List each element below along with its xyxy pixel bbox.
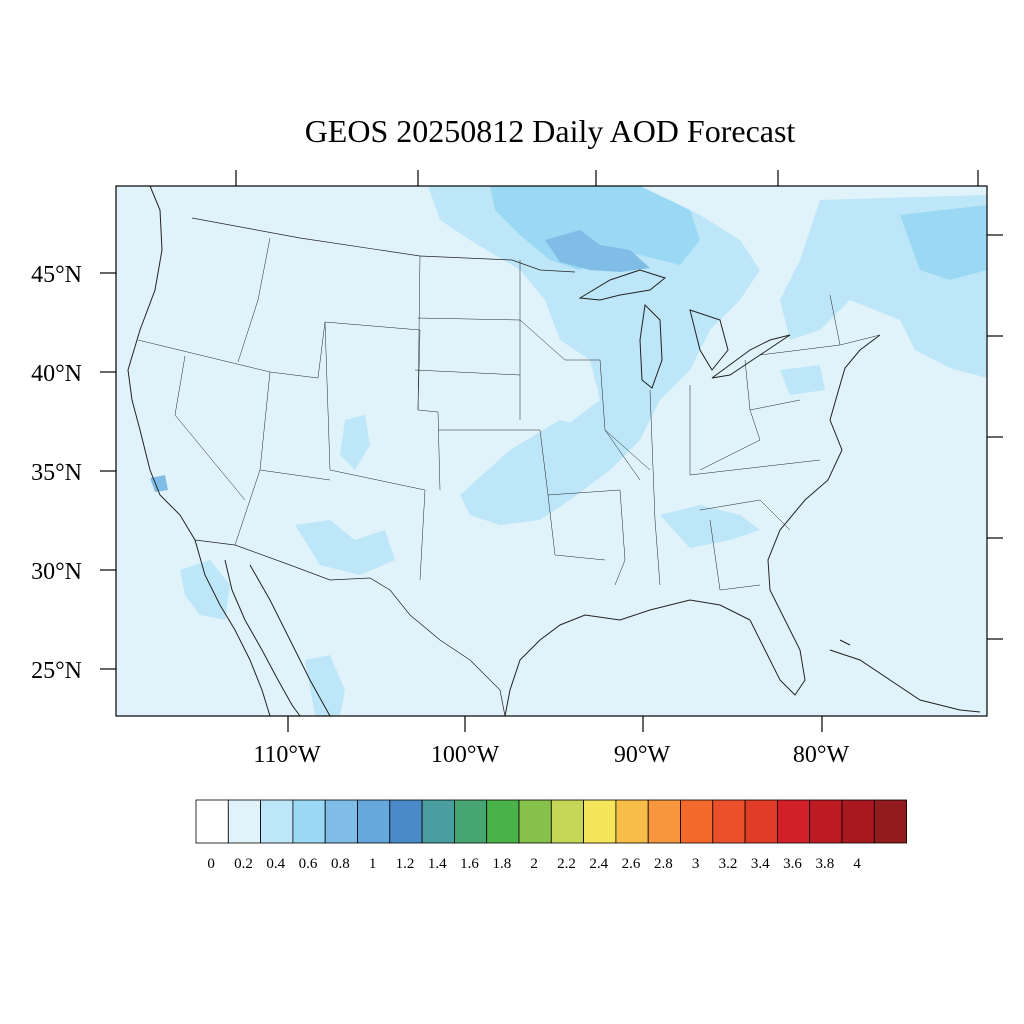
colorbar-swatch	[809, 799, 843, 844]
state-lines	[137, 237, 881, 591]
aod-patch-pennsylvania	[780, 365, 825, 395]
map-ticks	[100, 170, 1003, 732]
lake-huron	[689, 309, 729, 371]
colorbar-tick-label: 1.4	[428, 856, 447, 872]
lake-michigan	[639, 303, 663, 389]
lake-erie-ontario	[711, 334, 791, 379]
mexico-border	[194, 539, 506, 717]
colorbar-swatch	[453, 799, 488, 844]
colorbar-tick-label: 3	[692, 856, 700, 872]
aod-patch-colorado	[340, 415, 370, 470]
colorbar-tick-label: 3.2	[719, 856, 738, 872]
coastlines-and-borders	[127, 185, 981, 717]
longitude-labels: 110°W 100°W 90°W 80°W	[253, 742, 849, 768]
gulf-coastline	[504, 599, 751, 717]
colorbar-tick-label: 0.6	[299, 856, 318, 872]
aod-field	[116, 186, 987, 716]
colorbar-tick-label: 0.2	[234, 856, 253, 872]
aod-patch-south	[660, 505, 760, 548]
lon-label: 90°W	[614, 742, 671, 768]
colorbar-tick-label: 1.2	[396, 856, 415, 872]
colorbar-swatch	[777, 799, 811, 844]
lat-label: 25°N	[31, 658, 82, 684]
baja-coast	[224, 559, 331, 717]
colorbar-tick-label: 2.2	[557, 856, 576, 872]
colorbar-tick-label: 0	[207, 856, 215, 872]
aod-patch-arizona	[295, 520, 395, 575]
colorbar-swatch	[227, 799, 262, 844]
colorbar-swatch	[518, 799, 552, 844]
lon-label: 110°W	[253, 742, 321, 768]
colorbar-tick-label: 3.8	[815, 856, 834, 872]
colorbar-swatch	[712, 799, 746, 844]
colorbar-swatch	[744, 799, 778, 844]
colorbar-legend: 0 0.2 0.4 0.6 0.8 1 1.2 1.4 1.6 1.8 2 2.2 2.4 2.6 2.8 3…	[195, 799, 907, 872]
aod-patch-socal	[150, 475, 168, 492]
colorbar-swatch	[389, 799, 423, 844]
pacific-coastline	[127, 185, 271, 717]
colorbar-swatch	[873, 799, 907, 844]
lake-superior	[578, 269, 667, 301]
colorbar-swatch	[647, 799, 681, 844]
colorbar-swatch	[486, 799, 520, 844]
colorbar-swatch	[550, 799, 584, 844]
lat-label: 35°N	[31, 460, 82, 486]
atlantic-coastline	[749, 334, 881, 696]
aod-patch-southwest	[180, 560, 230, 620]
aod-plume-northeast-core	[900, 205, 987, 280]
colorbar-swatch	[841, 799, 875, 844]
lat-label: 40°N	[31, 361, 82, 387]
colorbar-tick-label: 1.6	[460, 856, 479, 872]
aod-patch-baja	[305, 655, 345, 716]
aod-plume-max	[545, 230, 650, 272]
latitude-labels: 45°N 40°N 35°N 30°N 25°N	[31, 262, 82, 684]
canada-border	[191, 217, 576, 273]
colorbar-swatch	[324, 799, 358, 844]
lat-label: 45°N	[31, 262, 82, 288]
colorbar-tick-label: 1.8	[492, 856, 511, 872]
map-title: GEOS 20250812 Daily AOD Forecast	[305, 113, 796, 149]
colorbar-swatch	[260, 799, 294, 844]
colorbar-tick-label: 0.8	[331, 856, 350, 872]
caribbean-islands	[829, 639, 981, 713]
colorbar-tick-label: 2.6	[622, 856, 641, 872]
colorbar-tick-label: 3.6	[783, 856, 802, 872]
colorbar-tick-label: 4	[853, 856, 861, 872]
colorbar-tick-label: 0.4	[266, 856, 285, 872]
colorbar-tick-label: 2.4	[589, 856, 608, 872]
colorbar-swatch	[583, 799, 617, 844]
lon-label: 80°W	[793, 742, 850, 768]
aod-plume-plains	[460, 420, 610, 525]
colorbar-tick-label: 1	[369, 856, 377, 872]
colorbar-swatch	[421, 799, 455, 844]
colorbar-swatch	[292, 799, 326, 844]
colorbar-tick-label: 2	[530, 856, 538, 872]
colorbar-swatch	[680, 799, 714, 844]
colorbar-swatch	[615, 799, 649, 844]
colorbar-tick-label: 3.4	[751, 856, 770, 872]
map-frame	[115, 185, 988, 717]
lon-label: 100°W	[431, 742, 500, 768]
colorbar-tick-label: 2.8	[654, 856, 673, 872]
colorbar-swatch	[357, 799, 391, 844]
lat-label: 30°N	[31, 559, 82, 585]
colorbar-swatch	[195, 799, 229, 844]
aod-plume-core	[490, 186, 700, 270]
